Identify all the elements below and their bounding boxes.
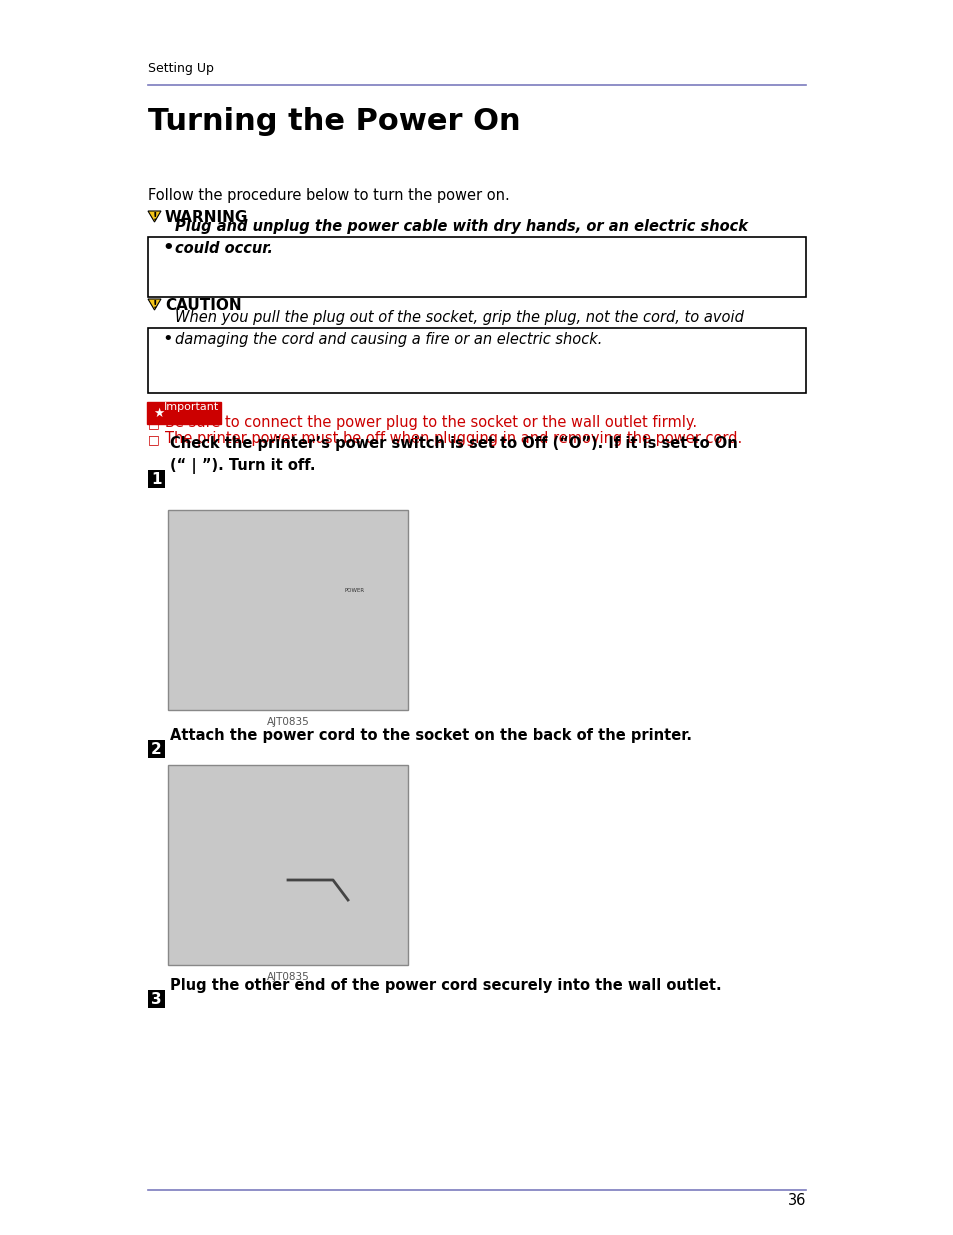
- Text: □: □: [148, 433, 159, 446]
- FancyBboxPatch shape: [148, 329, 805, 393]
- Bar: [183, 790, 303, 930]
- Text: □: □: [148, 417, 159, 430]
- Polygon shape: [148, 299, 161, 310]
- Bar: [168, 764, 408, 965]
- Text: Plug the other end of the power cord securely into the wall outlet.: Plug the other end of the power cord sec…: [170, 978, 720, 993]
- Text: Important: Important: [164, 403, 219, 412]
- Polygon shape: [303, 776, 317, 930]
- FancyBboxPatch shape: [326, 563, 385, 647]
- Text: Be sure to connect the power plug to the socket or the wall outlet firmly.: Be sure to connect the power plug to the…: [165, 415, 697, 430]
- Text: Follow the procedure below to turn the power on.: Follow the procedure below to turn the p…: [148, 188, 509, 203]
- Text: When you pull the plug out of the socket, grip the plug, not the cord, to avoid
: When you pull the plug out of the socket…: [174, 310, 743, 347]
- Polygon shape: [303, 520, 328, 664]
- Text: !: !: [152, 212, 156, 222]
- Bar: [168, 510, 408, 710]
- Text: Plug and unplug the power cable with dry hands, or an electric shock
could occur: Plug and unplug the power cable with dry…: [174, 219, 747, 256]
- Text: •: •: [162, 330, 172, 348]
- Text: •: •: [162, 240, 173, 257]
- Text: !: !: [152, 300, 156, 310]
- Text: 1: 1: [152, 472, 162, 487]
- Text: ★: ★: [152, 406, 164, 420]
- FancyBboxPatch shape: [147, 403, 221, 424]
- Polygon shape: [148, 211, 161, 222]
- Bar: [193, 535, 303, 664]
- Text: WARNING: WARNING: [165, 210, 248, 225]
- FancyBboxPatch shape: [148, 471, 165, 488]
- FancyBboxPatch shape: [335, 593, 370, 637]
- Text: 2: 2: [151, 741, 162, 757]
- Text: POWER: POWER: [345, 588, 365, 593]
- Text: Turning the Power On: Turning the Power On: [148, 107, 520, 136]
- Text: 3: 3: [151, 992, 162, 1007]
- Text: AJT0835: AJT0835: [266, 718, 309, 727]
- Text: 36: 36: [787, 1193, 805, 1208]
- FancyBboxPatch shape: [148, 237, 805, 296]
- Polygon shape: [172, 776, 313, 790]
- Polygon shape: [183, 520, 313, 535]
- Text: AJT0835: AJT0835: [266, 972, 309, 982]
- Text: Check the printer’s power switch is set to Off (“O”). If it is set to On
(“ | ”): Check the printer’s power switch is set …: [170, 436, 737, 474]
- Text: Attach the power cord to the socket on the back of the printer.: Attach the power cord to the socket on t…: [170, 727, 691, 743]
- FancyBboxPatch shape: [148, 990, 165, 1008]
- Bar: [343, 897, 357, 905]
- FancyBboxPatch shape: [148, 740, 165, 758]
- Text: Setting Up: Setting Up: [148, 62, 213, 75]
- Text: CAUTION: CAUTION: [165, 298, 241, 312]
- Text: The printer power must be off when plugging in and removing the power cord.: The printer power must be off when plugg…: [165, 431, 741, 446]
